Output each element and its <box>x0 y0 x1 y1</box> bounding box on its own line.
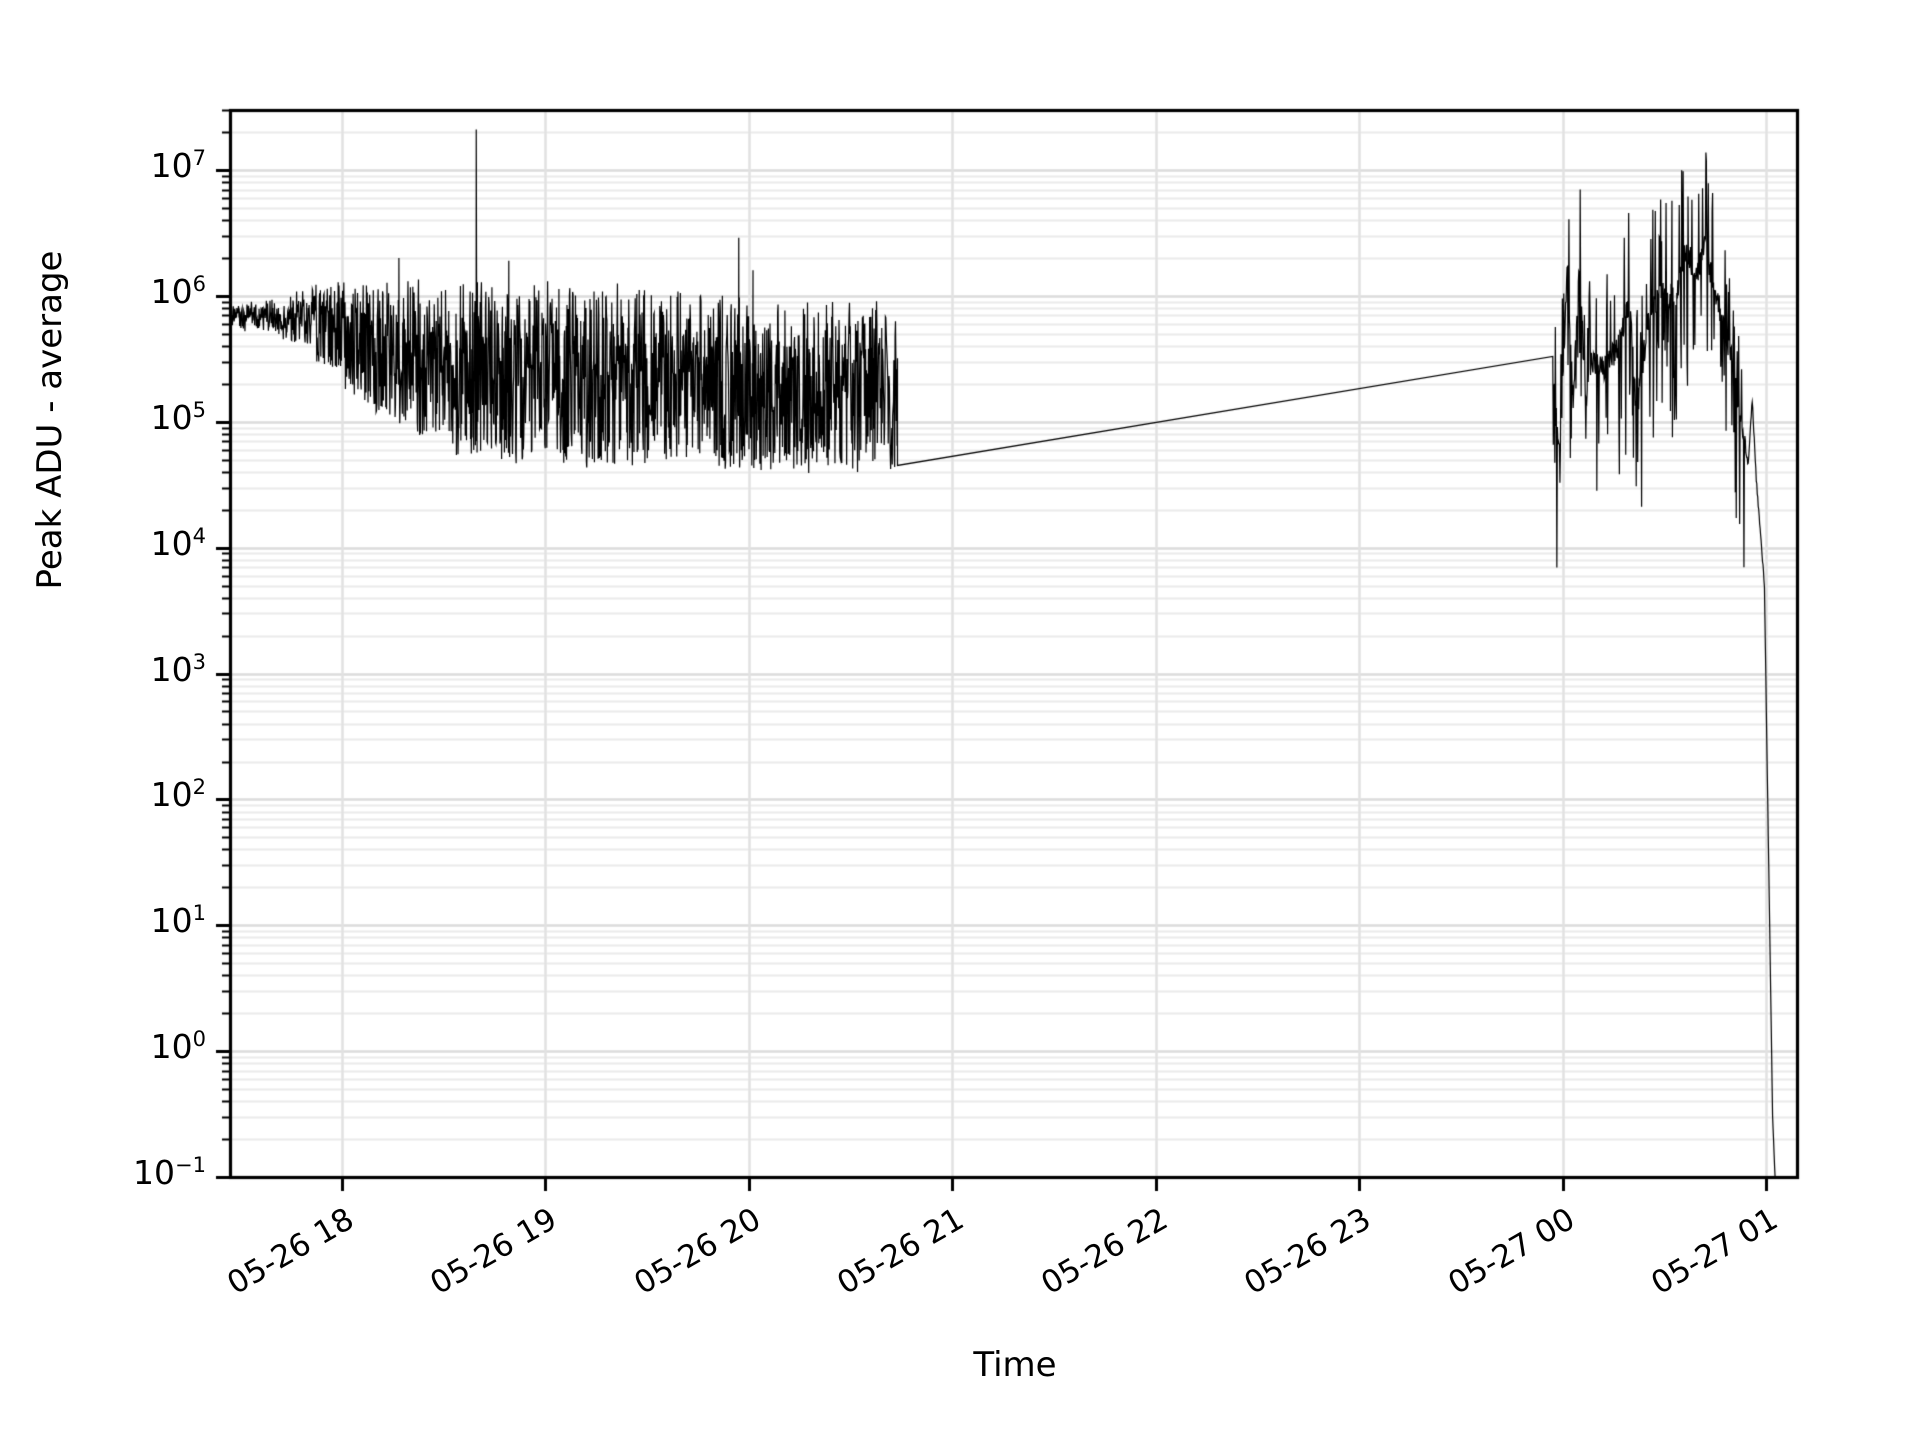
y-tick-label: 101 <box>150 901 206 941</box>
y-tick-label: 103 <box>150 649 206 689</box>
y-tick-label: 105 <box>150 397 206 437</box>
y-tick-label: 104 <box>150 523 206 563</box>
y-tick-label: 107 <box>150 146 206 186</box>
y-tick-label: 100 <box>150 1027 206 1067</box>
y-axis-label: Peak ADU - average <box>30 250 70 590</box>
y-tick-label: 106 <box>150 271 206 311</box>
x-axis-label: Time <box>973 1345 1057 1385</box>
y-tick-label: 102 <box>150 775 206 815</box>
y-tick-label: 10−1 <box>133 1153 206 1192</box>
